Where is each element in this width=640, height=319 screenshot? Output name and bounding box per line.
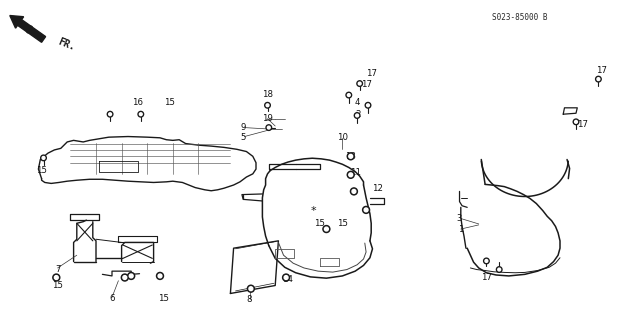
Circle shape bbox=[348, 171, 354, 178]
Text: 1: 1 bbox=[458, 225, 463, 234]
Circle shape bbox=[357, 81, 362, 86]
Circle shape bbox=[573, 119, 579, 125]
Text: 11: 11 bbox=[349, 168, 361, 177]
Text: 5: 5 bbox=[241, 133, 246, 142]
Circle shape bbox=[128, 272, 134, 279]
Text: *: * bbox=[311, 205, 316, 216]
Circle shape bbox=[575, 121, 577, 123]
Text: 15: 15 bbox=[157, 294, 169, 303]
Circle shape bbox=[249, 287, 253, 291]
Text: 16: 16 bbox=[132, 98, 143, 107]
Circle shape bbox=[157, 272, 163, 279]
Circle shape bbox=[266, 125, 271, 130]
Circle shape bbox=[53, 274, 60, 281]
Circle shape bbox=[358, 82, 361, 85]
Text: 17: 17 bbox=[596, 66, 607, 75]
Circle shape bbox=[597, 78, 600, 80]
Text: 15: 15 bbox=[314, 219, 326, 228]
Circle shape bbox=[283, 274, 289, 281]
Circle shape bbox=[485, 260, 488, 262]
Circle shape bbox=[497, 267, 502, 272]
Text: 7: 7 bbox=[55, 265, 60, 274]
Text: 17: 17 bbox=[481, 273, 492, 282]
Text: 2: 2 bbox=[356, 110, 361, 119]
Circle shape bbox=[324, 227, 328, 231]
Text: 6: 6 bbox=[109, 294, 115, 303]
Circle shape bbox=[352, 189, 356, 193]
Circle shape bbox=[265, 102, 270, 108]
Circle shape bbox=[54, 276, 58, 279]
Circle shape bbox=[365, 102, 371, 108]
Text: 14: 14 bbox=[282, 275, 294, 284]
Text: 15: 15 bbox=[36, 166, 47, 175]
Circle shape bbox=[284, 276, 288, 279]
Circle shape bbox=[266, 104, 269, 107]
Text: S023-85000 B: S023-85000 B bbox=[492, 13, 547, 22]
Circle shape bbox=[498, 268, 500, 271]
Circle shape bbox=[123, 276, 127, 279]
Circle shape bbox=[158, 274, 162, 278]
Circle shape bbox=[348, 94, 350, 96]
Circle shape bbox=[484, 258, 489, 264]
Circle shape bbox=[248, 285, 254, 292]
Text: 10: 10 bbox=[337, 133, 348, 142]
Circle shape bbox=[349, 154, 353, 158]
Text: 17: 17 bbox=[365, 69, 377, 78]
Circle shape bbox=[348, 153, 354, 160]
Circle shape bbox=[140, 113, 142, 115]
Text: 9: 9 bbox=[241, 123, 246, 132]
Text: 8: 8 bbox=[247, 295, 252, 304]
Text: 17: 17 bbox=[577, 120, 588, 129]
Text: 3: 3 bbox=[457, 214, 462, 223]
Circle shape bbox=[349, 173, 353, 177]
Text: 15: 15 bbox=[164, 98, 175, 107]
Text: FR.: FR. bbox=[56, 36, 77, 52]
Text: 15: 15 bbox=[337, 219, 348, 228]
Circle shape bbox=[41, 155, 46, 161]
Text: 19: 19 bbox=[262, 114, 273, 122]
Circle shape bbox=[596, 76, 601, 82]
Circle shape bbox=[364, 208, 368, 212]
Circle shape bbox=[42, 157, 45, 159]
Circle shape bbox=[108, 111, 113, 117]
Circle shape bbox=[109, 113, 111, 115]
Circle shape bbox=[323, 226, 330, 233]
Circle shape bbox=[138, 111, 143, 117]
Text: 18: 18 bbox=[262, 90, 273, 99]
Text: 4: 4 bbox=[355, 98, 360, 107]
Text: 12: 12 bbox=[372, 184, 383, 193]
Text: 17: 17 bbox=[360, 80, 372, 89]
FancyArrow shape bbox=[10, 16, 45, 42]
Circle shape bbox=[363, 206, 369, 213]
Circle shape bbox=[367, 104, 369, 107]
Circle shape bbox=[268, 126, 270, 129]
Circle shape bbox=[351, 188, 357, 195]
Circle shape bbox=[122, 274, 128, 281]
Circle shape bbox=[356, 114, 358, 117]
Text: 15: 15 bbox=[52, 281, 63, 290]
Circle shape bbox=[355, 113, 360, 118]
Circle shape bbox=[129, 274, 133, 278]
Circle shape bbox=[346, 92, 351, 98]
Text: 13: 13 bbox=[345, 152, 356, 161]
